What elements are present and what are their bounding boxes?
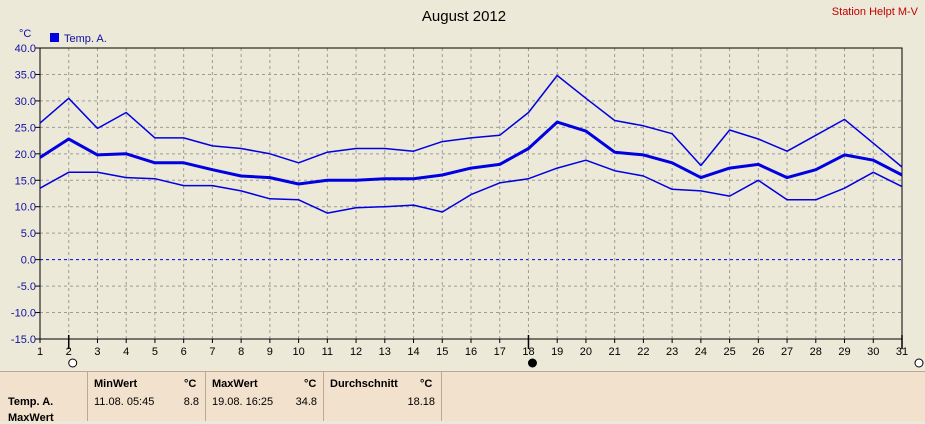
x-tick-label: 29 <box>838 346 850 358</box>
max-unit: °C <box>304 378 317 390</box>
avg-value: 18.18 <box>407 396 435 408</box>
stats-label-cell: Temp. A. MaxWert <box>0 372 88 424</box>
y-tick-label: 30.0 <box>15 96 36 108</box>
series-line-mean <box>39 120 903 186</box>
series-line-min <box>39 159 903 214</box>
avg-header: Durchschnitt <box>330 378 398 390</box>
temperature-chart: August 2012 Station Helpt M-V °C Temp. A… <box>11 6 924 368</box>
x-tick-label: 4 <box>123 346 129 358</box>
stats-panel: Temp. A. MaxWert MinWert °C 11.08. 05:45… <box>0 371 925 424</box>
x-tick-label: 31 <box>896 346 908 358</box>
stats-avg-cell: Durchschnitt °C 18.18 <box>324 372 442 421</box>
y-tick-label: -5.0 <box>17 281 36 293</box>
x-tick-label: 9 <box>267 346 273 358</box>
x-tick-label: 12 <box>350 346 362 358</box>
x-tick-label: 3 <box>94 346 100 358</box>
y-axis-unit: °C <box>19 28 31 40</box>
day-marker <box>68 358 78 368</box>
x-tick-label: 17 <box>494 346 506 358</box>
x-tick-label: 25 <box>723 346 735 358</box>
x-tick-label: 14 <box>407 346 419 358</box>
stats-row-label-2: MaxWert <box>8 412 54 424</box>
min-header: MinWert <box>94 378 138 390</box>
max-header: MaxWert <box>212 378 258 390</box>
x-tick-label: 23 <box>666 346 678 358</box>
x-tick-label: 27 <box>781 346 793 358</box>
min-time: 11.08. 05:45 <box>94 396 155 408</box>
y-tick-label: 0.0 <box>21 255 36 267</box>
x-tick-label: 7 <box>209 346 215 358</box>
x-tick-label: 15 <box>436 346 448 358</box>
x-tick-label: 19 <box>551 346 563 358</box>
min-value: 8.8 <box>183 396 199 408</box>
x-tick-label: 30 <box>867 346 879 358</box>
x-tick-label: 16 <box>465 346 477 358</box>
x-tick-label: 13 <box>379 346 391 358</box>
legend-label: Temp. A. <box>64 33 107 45</box>
x-tick-label: 6 <box>181 346 187 358</box>
x-tick-label: 21 <box>609 346 621 358</box>
y-tick-label: 20.0 <box>15 149 36 161</box>
y-tick-label: 40.0 <box>15 43 36 55</box>
y-tick-label: -15.0 <box>11 334 36 346</box>
stats-min-cell: MinWert °C 11.08. 05:45 8.8 <box>88 372 206 421</box>
y-tick-label: 10.0 <box>15 202 36 214</box>
x-tick-label: 10 <box>292 346 304 358</box>
y-tick-label: -10.0 <box>11 308 36 320</box>
x-tick-label: 11 <box>322 346 333 358</box>
x-tick-label: 8 <box>238 346 244 358</box>
x-tick-label: 1 <box>37 346 43 358</box>
y-tick-label: 5.0 <box>21 228 36 240</box>
legend-swatch <box>50 33 59 42</box>
avg-unit: °C <box>420 378 433 390</box>
x-tick-label: 5 <box>152 346 158 358</box>
x-tick-label: 28 <box>810 346 822 358</box>
min-unit: °C <box>184 378 197 390</box>
day-marker <box>914 358 924 368</box>
stats-row-label: Temp. A. <box>8 396 54 408</box>
stats-max-cell: MaxWert °C 19.08. 16:25 34.8 <box>206 372 324 421</box>
station-label: Station Helpt M-V <box>832 6 919 18</box>
y-tick-label: 35.0 <box>15 69 36 81</box>
max-value: 34.8 <box>295 396 317 408</box>
chart-title: August 2012 <box>422 8 506 25</box>
series-line-max <box>39 74 903 168</box>
x-tick-label: 22 <box>637 346 649 358</box>
y-tick-label: 25.0 <box>15 122 36 134</box>
x-tick-label: 18 <box>522 346 534 358</box>
x-tick-label: 26 <box>752 346 764 358</box>
y-tick-label: 15.0 <box>15 175 36 187</box>
plot-frame <box>39 47 903 340</box>
max-time: 19.08. 16:25 <box>212 396 274 408</box>
x-tick-label: 20 <box>580 346 592 358</box>
selected-day-marker <box>527 358 537 368</box>
x-tick-label: 24 <box>695 346 707 358</box>
x-tick-label: 2 <box>66 346 72 358</box>
